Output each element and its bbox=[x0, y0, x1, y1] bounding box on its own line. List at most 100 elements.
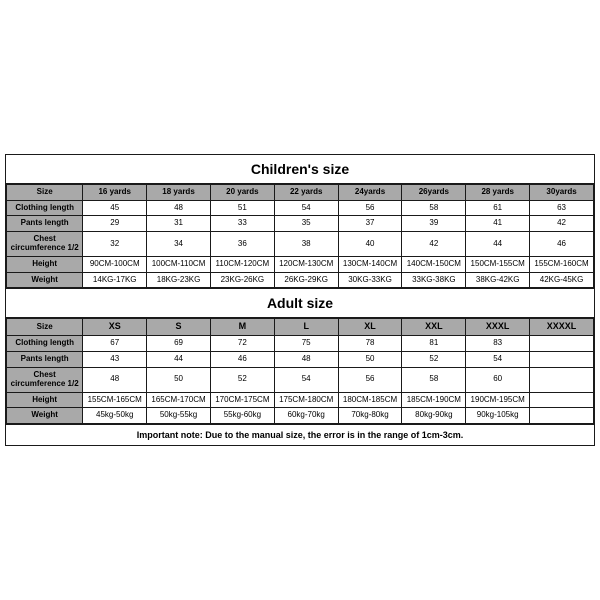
children-table-head: Size 16 yards 18 yards 20 yards 22 yards… bbox=[7, 184, 594, 200]
cell: 130CM-140CM bbox=[338, 256, 402, 272]
col-header: Size bbox=[7, 319, 83, 336]
row-label: Chest circumference 1/2 bbox=[7, 367, 83, 392]
adult-table-body: Clothing length 67 69 72 75 78 81 83 Pan… bbox=[7, 336, 594, 424]
cell: 46 bbox=[530, 232, 594, 257]
cell: 40 bbox=[338, 232, 402, 257]
cell: 41 bbox=[466, 216, 530, 232]
cell: 55kg-60kg bbox=[210, 408, 274, 424]
cell: 52 bbox=[210, 367, 274, 392]
cell: 175CM-180CM bbox=[274, 392, 338, 408]
table-row: Weight 45kg-50kg 50kg-55kg 55kg-60kg 60k… bbox=[7, 408, 594, 424]
cell: 120CM-130CM bbox=[274, 256, 338, 272]
col-header: Size bbox=[7, 184, 83, 200]
cell bbox=[530, 367, 594, 392]
cell: 31 bbox=[147, 216, 211, 232]
col-header: XXXXL bbox=[530, 319, 594, 336]
cell: 33KG-38KG bbox=[402, 272, 466, 288]
cell: 38KG-42KG bbox=[466, 272, 530, 288]
cell: 75 bbox=[274, 336, 338, 352]
col-header: XXXL bbox=[466, 319, 530, 336]
cell: 63 bbox=[530, 200, 594, 216]
cell: 61 bbox=[466, 200, 530, 216]
cell: 83 bbox=[466, 336, 530, 352]
cell: 50 bbox=[147, 367, 211, 392]
cell: 72 bbox=[210, 336, 274, 352]
col-header: L bbox=[274, 319, 338, 336]
row-label: Pants length bbox=[7, 216, 83, 232]
cell: 48 bbox=[147, 200, 211, 216]
cell: 44 bbox=[147, 352, 211, 368]
cell bbox=[530, 336, 594, 352]
cell: 54 bbox=[466, 352, 530, 368]
table-row: Pants length 43 44 46 48 50 52 54 bbox=[7, 352, 594, 368]
cell: 155CM-160CM bbox=[530, 256, 594, 272]
cell bbox=[530, 392, 594, 408]
cell bbox=[530, 408, 594, 424]
cell: 56 bbox=[338, 200, 402, 216]
cell: 35 bbox=[274, 216, 338, 232]
children-table-body: Clothing length 45 48 51 54 56 58 61 63 … bbox=[7, 200, 594, 288]
cell: 60 bbox=[466, 367, 530, 392]
cell: 18KG-23KG bbox=[147, 272, 211, 288]
cell: 54 bbox=[274, 367, 338, 392]
row-label: Weight bbox=[7, 272, 83, 288]
cell: 14KG-17KG bbox=[83, 272, 147, 288]
table-row: Height 90CM-100CM 100CM-110CM 110CM-120C… bbox=[7, 256, 594, 272]
cell: 23KG-26KG bbox=[210, 272, 274, 288]
col-header: M bbox=[210, 319, 274, 336]
table-row: Clothing length 45 48 51 54 56 58 61 63 bbox=[7, 200, 594, 216]
table-row: Weight 14KG-17KG 18KG-23KG 23KG-26KG 26K… bbox=[7, 272, 594, 288]
cell: 26KG-29KG bbox=[274, 272, 338, 288]
cell: 51 bbox=[210, 200, 274, 216]
cell: 38 bbox=[274, 232, 338, 257]
cell: 32 bbox=[83, 232, 147, 257]
cell: 42 bbox=[402, 232, 466, 257]
cell: 69 bbox=[147, 336, 211, 352]
cell: 50 bbox=[338, 352, 402, 368]
cell: 36 bbox=[210, 232, 274, 257]
col-header: 26yards bbox=[402, 184, 466, 200]
col-header: XXL bbox=[402, 319, 466, 336]
cell: 165CM-170CM bbox=[147, 392, 211, 408]
cell: 70kg-80kg bbox=[338, 408, 402, 424]
cell: 43 bbox=[83, 352, 147, 368]
row-label: Clothing length bbox=[7, 200, 83, 216]
adult-size-table: Size XS S M L XL XXL XXXL XXXXL Clothing… bbox=[6, 318, 594, 424]
cell: 33 bbox=[210, 216, 274, 232]
col-header: 28 yards bbox=[466, 184, 530, 200]
cell: 58 bbox=[402, 367, 466, 392]
cell: 90CM-100CM bbox=[83, 256, 147, 272]
cell: 48 bbox=[274, 352, 338, 368]
size-chart-page: Children's size Size 16 yards 18 yards 2… bbox=[0, 0, 600, 600]
col-header: S bbox=[147, 319, 211, 336]
cell: 52 bbox=[402, 352, 466, 368]
cell: 46 bbox=[210, 352, 274, 368]
cell: 39 bbox=[402, 216, 466, 232]
cell: 42KG-45KG bbox=[530, 272, 594, 288]
row-label: Weight bbox=[7, 408, 83, 424]
table-row: Chest circumference 1/2 48 50 52 54 56 5… bbox=[7, 367, 594, 392]
cell: 56 bbox=[338, 367, 402, 392]
cell bbox=[530, 352, 594, 368]
cell: 60kg-70kg bbox=[274, 408, 338, 424]
children-size-table: Size 16 yards 18 yards 20 yards 22 yards… bbox=[6, 184, 594, 289]
cell: 48 bbox=[83, 367, 147, 392]
col-header: 20 yards bbox=[210, 184, 274, 200]
cell: 37 bbox=[338, 216, 402, 232]
cell: 44 bbox=[466, 232, 530, 257]
cell: 90kg-105kg bbox=[466, 408, 530, 424]
cell: 180CM-185CM bbox=[338, 392, 402, 408]
cell: 170CM-175CM bbox=[210, 392, 274, 408]
table-row: Height 155CM-165CM 165CM-170CM 170CM-175… bbox=[7, 392, 594, 408]
table-row: Chest circumference 1/2 32 34 36 38 40 4… bbox=[7, 232, 594, 257]
cell: 29 bbox=[83, 216, 147, 232]
col-header: 22 yards bbox=[274, 184, 338, 200]
adult-table-head: Size XS S M L XL XXL XXXL XXXXL bbox=[7, 319, 594, 336]
cell: 54 bbox=[274, 200, 338, 216]
cell: 78 bbox=[338, 336, 402, 352]
cell: 150CM-155CM bbox=[466, 256, 530, 272]
cell: 30KG-33KG bbox=[338, 272, 402, 288]
table-row: Clothing length 67 69 72 75 78 81 83 bbox=[7, 336, 594, 352]
col-header: 18 yards bbox=[147, 184, 211, 200]
cell: 67 bbox=[83, 336, 147, 352]
